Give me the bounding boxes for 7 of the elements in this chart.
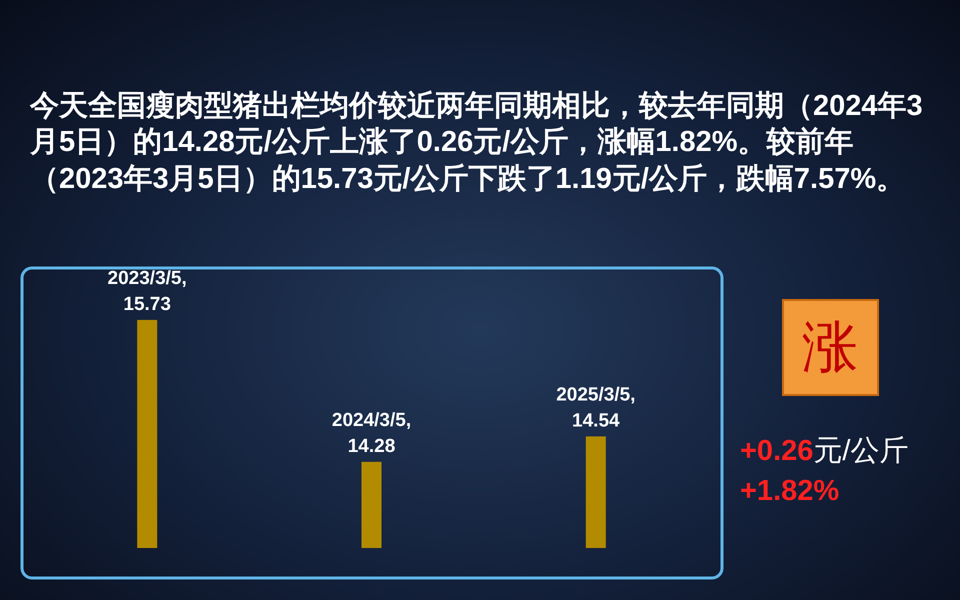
data-label: 2023/3/5, 15.73	[108, 268, 187, 315]
data-label: 2025/3/5, 14.54	[556, 384, 636, 432]
data-label: 2024/3/5, 14.28	[332, 410, 412, 457]
badge: 涨	[782, 299, 879, 396]
chart-title: 今天全国瘦肉型猪出栏均价较近两年同期相比，较去年同期（2024年3月5日）的14.28元/公斤上涨了0.26元/公斤，涨幅1.82%。较前年（2023年3月5日）的15.73元/公斤下跌了1.19元/公斤，跌幅7.57%。	[30, 88, 924, 196]
text: +0.26元/公斤	[740, 435, 908, 467]
text: +1.82%	[740, 475, 840, 507]
